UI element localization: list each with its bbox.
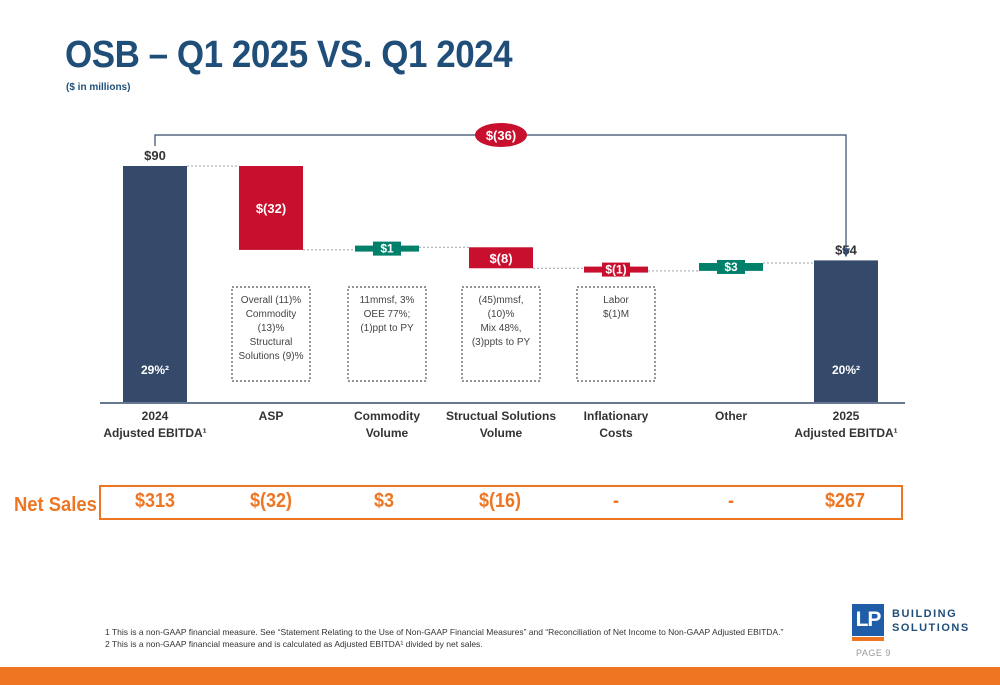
annotation-text: 11mmsf, 3%: [360, 295, 415, 306]
footnotes: 1 This is a non-GAAP financial measure. …: [105, 626, 783, 650]
annotation-text: Structural: [250, 337, 293, 348]
annotation-text: (10)%: [488, 309, 515, 320]
bar-label-badge: [373, 241, 401, 256]
footnote-2: 2 This is a non-GAAP financial measure a…: [105, 639, 483, 649]
bar-value-label: $90: [144, 148, 166, 163]
annotation-text: (3)ppts to PY: [472, 337, 531, 348]
annotation-box: [576, 286, 656, 382]
bar-value-label: $(32): [256, 201, 286, 216]
logo-text: BUILDING SOLUTIONS: [892, 607, 970, 635]
waterfall-bar: [469, 247, 533, 269]
net-sales-box: [99, 485, 903, 520]
bar-value-label: $(1): [605, 263, 626, 277]
category-label: Costs: [599, 426, 633, 440]
page-subtitle: ($ in millions): [66, 82, 131, 93]
waterfall-bar: [814, 260, 878, 402]
net-sales-value: $(16): [478, 490, 522, 512]
logo-line-1: BUILDING: [892, 608, 958, 620]
logo-accent-bar: [852, 637, 884, 641]
overall-change-label: $(36): [486, 128, 516, 143]
bar-label-badge: [602, 262, 630, 277]
annotation-text: Overall (11)%: [241, 295, 301, 306]
bar-value-label: $(8): [489, 251, 512, 266]
page-number: PAGE 9: [853, 648, 891, 658]
annotation-box: [461, 286, 541, 382]
waterfall-bar: [239, 166, 303, 250]
page-number-value: 9: [885, 648, 891, 658]
annotation-text: (1)ppt to PY: [360, 323, 414, 334]
net-sales-value: $3: [373, 490, 395, 512]
category-label: Commodity: [354, 409, 420, 423]
footnote-1: 1 This is a non-GAAP financial measure. …: [105, 627, 784, 637]
category-label: Adjusted EBITDA¹: [794, 426, 897, 440]
net-sales-value: -: [612, 490, 619, 512]
overall-change-badge: [475, 123, 527, 147]
category-label: Other: [715, 409, 747, 423]
net-sales-value: $313: [134, 490, 176, 512]
category-label: Inflationary: [584, 409, 649, 423]
net-sales-value: $(32): [249, 490, 293, 512]
annotation-text: Mix 48%,: [480, 323, 521, 334]
bar-label-badge: [717, 259, 745, 274]
margin-label: 29%²: [141, 363, 169, 377]
annotation-text: Solutions (9)%: [238, 351, 303, 362]
page-title: OSB – Q1 2025 VS. Q1 2024: [65, 34, 513, 76]
footer-accent-bar: [0, 667, 1000, 685]
annotation-text: (13)%: [258, 323, 285, 334]
logo-line-2: SOLUTIONS: [892, 622, 970, 634]
annotation-text: $(1)M: [603, 309, 629, 320]
margin-label: 20%²: [832, 363, 860, 377]
annotation-text: (45)mmsf,: [479, 295, 524, 306]
bar-value-label: $1: [380, 242, 394, 256]
annotation-text: Labor: [603, 295, 629, 306]
category-label: Volume: [480, 426, 523, 440]
bar-value-label: $3: [724, 260, 738, 274]
category-label: 2025: [833, 409, 860, 423]
annotation-text: Commodity: [246, 309, 297, 320]
annotation-box: [231, 286, 311, 382]
waterfall-chart: $90 29%² 2024 Adjusted EBITDA¹ $(32) ASP Overa…: [100, 123, 905, 440]
logo-mark: LP: [852, 604, 884, 636]
category-label: Volume: [366, 426, 409, 440]
net-sales-value: $267: [824, 490, 866, 512]
category-label: ASP: [259, 409, 284, 423]
annotation-text: OEE 77%;: [364, 309, 411, 320]
net-sales-value: -: [727, 490, 734, 512]
category-label: Structual Solutions: [446, 409, 556, 423]
annotation-box: [347, 286, 427, 382]
category-label: 2024: [142, 409, 169, 423]
net-sales-label: Net Sales: [14, 494, 97, 516]
category-label: Adjusted EBITDA¹: [103, 426, 206, 440]
bracket-arrowhead: [842, 248, 850, 258]
page-label: PAGE: [856, 648, 883, 658]
waterfall-bar: [123, 166, 187, 402]
